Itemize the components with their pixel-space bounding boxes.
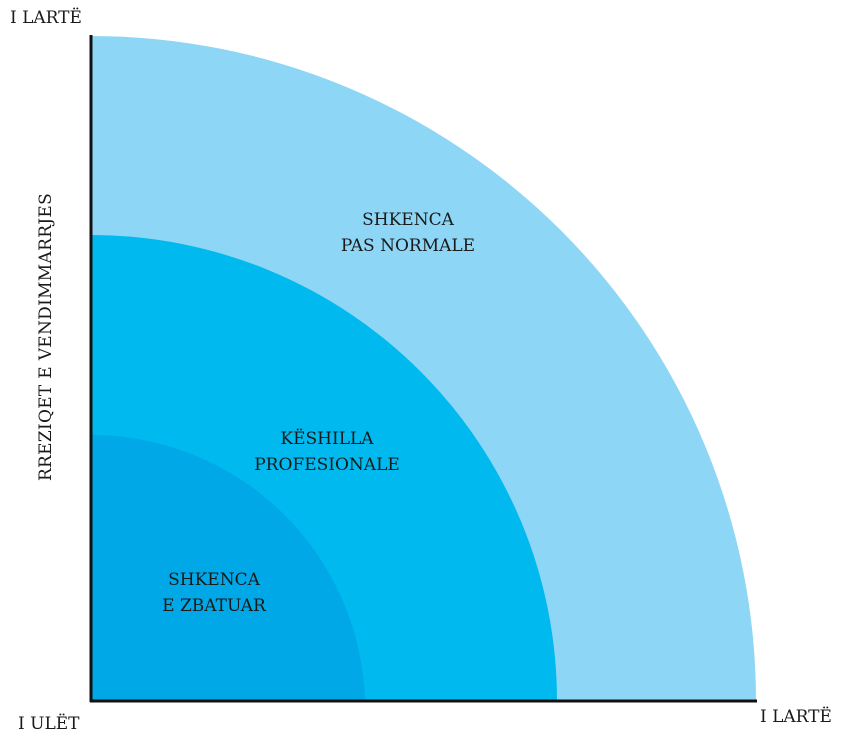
band-applied-science-line1: SHKENCA (168, 570, 260, 590)
band-applied-science (91, 435, 365, 701)
band-professional-consultancy-line1: KËSHILLA (280, 428, 374, 449)
band-post-normal-science-line1: SHKENCA (362, 210, 454, 230)
y-axis-top-label: I LARTË (10, 7, 82, 28)
band-professional-consultancy-line2: PROFESIONALE (254, 455, 400, 475)
x-axis-right-label: I LARTË (760, 706, 832, 727)
band-post-normal-science-line2: PAS NORMALE (341, 236, 475, 256)
y-axis-label: RREZIQET E VENDIMMARRJES (36, 193, 56, 481)
band-applied-science-line2: E ZBATUAR (162, 596, 267, 616)
x-axis-origin-label: I ULËT (18, 713, 80, 734)
